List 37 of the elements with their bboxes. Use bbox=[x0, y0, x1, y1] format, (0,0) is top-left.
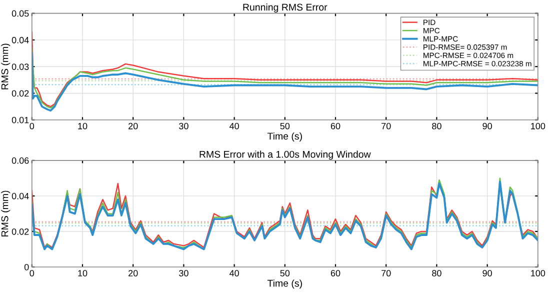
x-tick-label: 0 bbox=[30, 270, 34, 276]
y-axis-title: RMS (mm) bbox=[1, 44, 10, 90]
y-tick-label: 0.02 bbox=[12, 228, 29, 235]
x-tick-label: 10 bbox=[78, 122, 88, 130]
x-tick-label: 70 bbox=[382, 122, 391, 130]
x-tick-label: 50 bbox=[280, 122, 290, 130]
x-tick-label: 80 bbox=[432, 122, 442, 130]
y-tick-label: 0.01 bbox=[12, 116, 29, 124]
x-axis-title: Time (s) bbox=[267, 280, 302, 289]
x-tick-label: 70 bbox=[382, 270, 391, 276]
x-tick-label: 100 bbox=[531, 270, 546, 276]
y-tick-label: 0.02 bbox=[12, 90, 29, 97]
x-tick-label: 90 bbox=[482, 122, 492, 130]
x-tick-label: 60 bbox=[330, 122, 340, 130]
x-tick-label: 30 bbox=[179, 122, 188, 130]
x-tick-label: 0 bbox=[30, 122, 34, 130]
y-tick-label: 0.04 bbox=[12, 36, 29, 44]
y-tick-label: 0 bbox=[24, 264, 29, 270]
x-tick-label: 30 bbox=[179, 270, 188, 276]
x-tick-label: 100 bbox=[531, 122, 546, 130]
x-tick-label: 40 bbox=[229, 270, 239, 276]
x-tick-label: 40 bbox=[229, 122, 239, 130]
y-axis-title: RMS (mm) bbox=[1, 190, 10, 236]
x-tick-label: 90 bbox=[482, 270, 492, 276]
x-tick-label: 80 bbox=[432, 270, 442, 276]
y-tick-label: 0.04 bbox=[12, 192, 29, 200]
x-tick-label: 20 bbox=[128, 122, 138, 130]
y-tick-label: 0.03 bbox=[12, 64, 29, 70]
x-axis-title: Time (s) bbox=[267, 132, 302, 142]
y-tick-label: 0.05 bbox=[12, 10, 29, 17]
x-tick-label: 10 bbox=[78, 270, 88, 276]
chart-title: RMS Error with a 1.00s Moving Window bbox=[200, 150, 371, 160]
x-tick-label: 20 bbox=[128, 270, 138, 276]
x-tick-label: 50 bbox=[280, 270, 290, 276]
x-tick-label: 60 bbox=[330, 270, 340, 276]
chart-title: Running RMS Error bbox=[243, 3, 328, 13]
y-tick-label: 0.06 bbox=[12, 157, 29, 164]
